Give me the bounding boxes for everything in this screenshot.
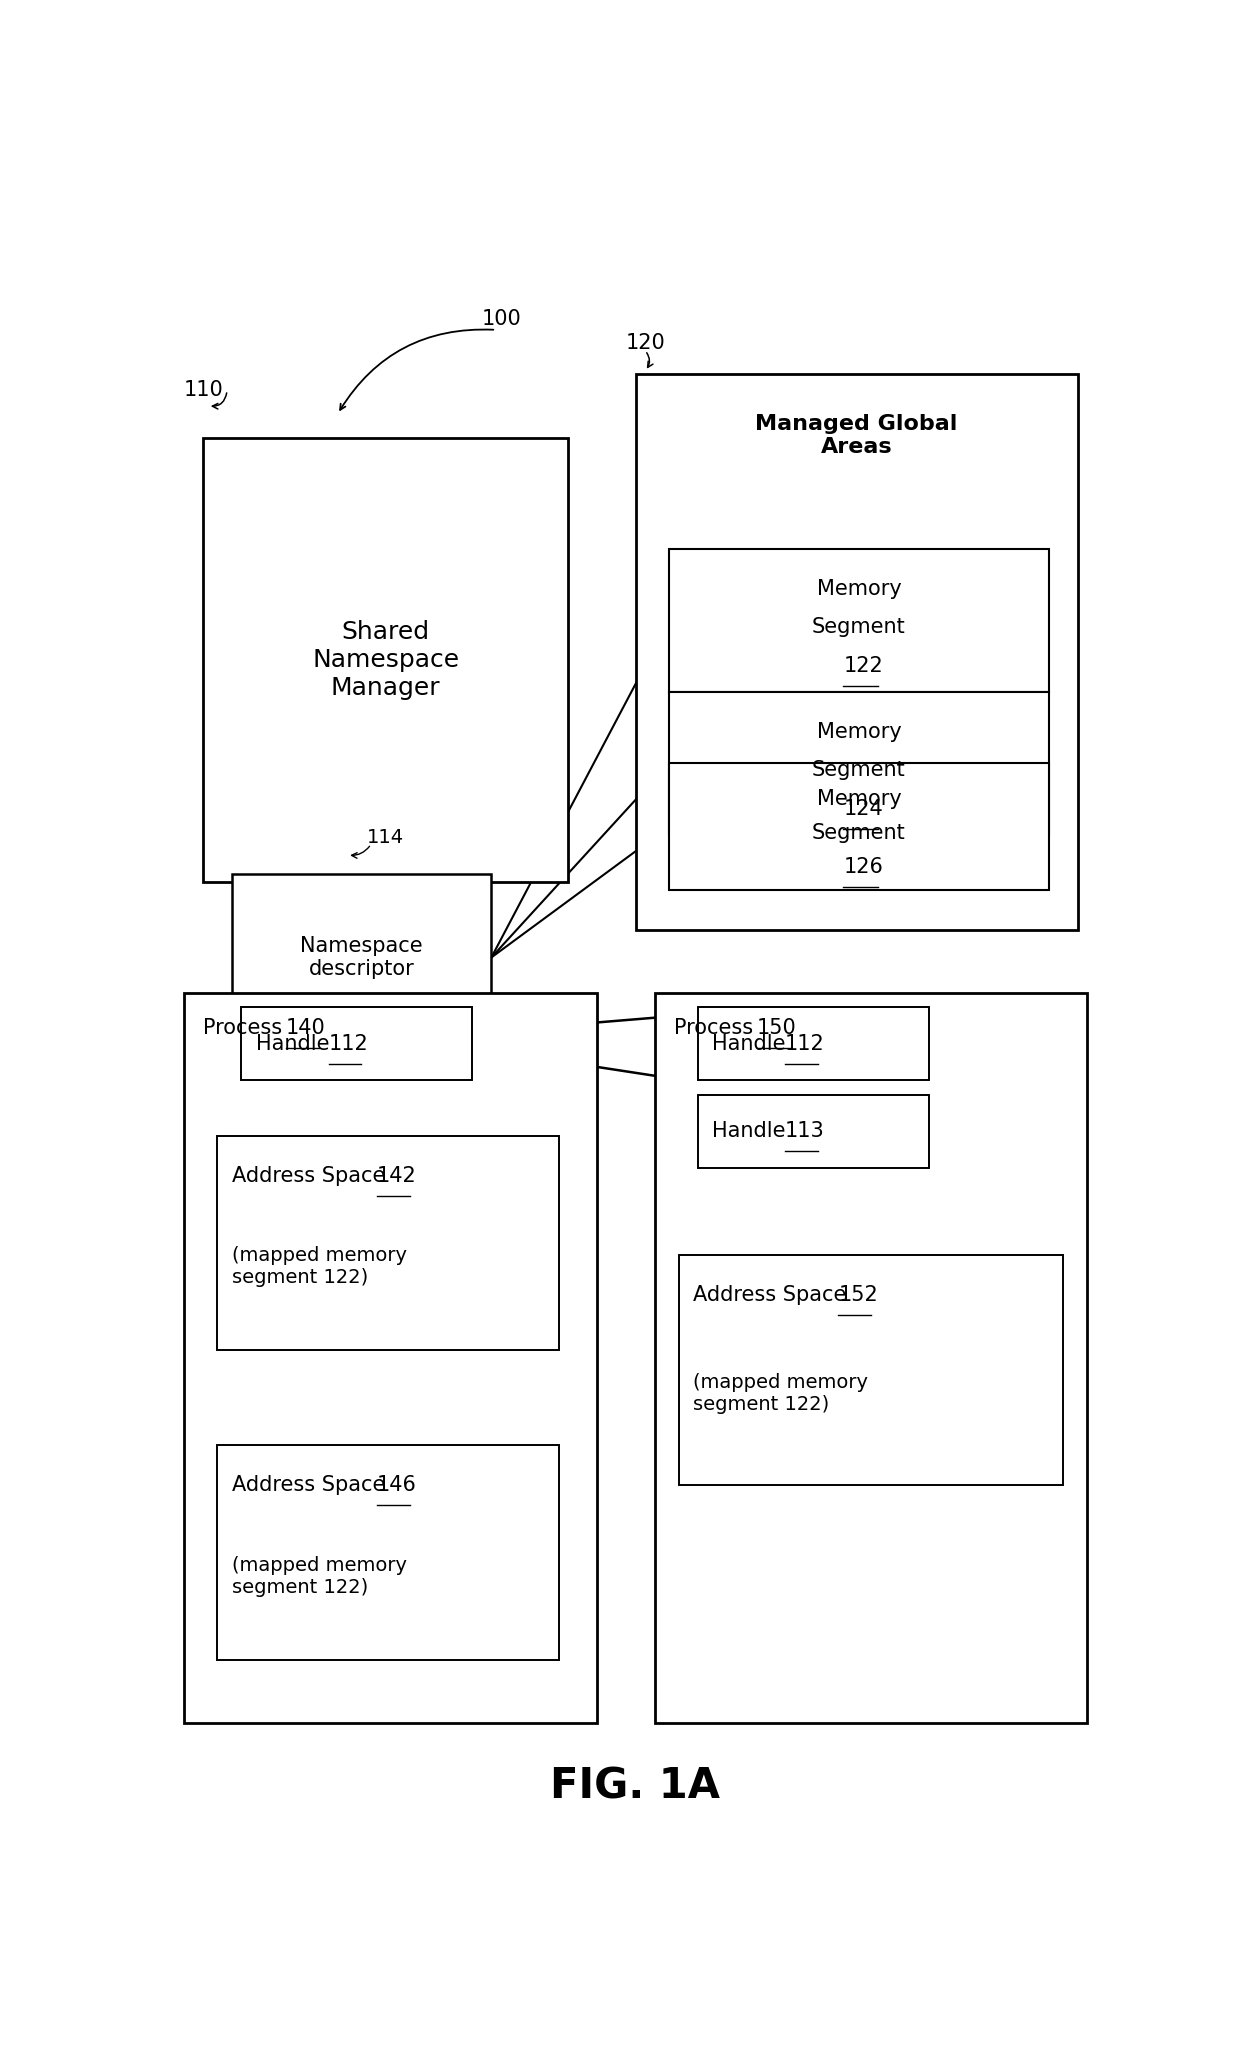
Bar bbox=[217, 1445, 558, 1659]
Text: (mapped memory
segment 122): (mapped memory segment 122) bbox=[232, 1556, 407, 1597]
Text: 110: 110 bbox=[184, 379, 223, 400]
Text: 152: 152 bbox=[838, 1284, 878, 1305]
Text: 113: 113 bbox=[785, 1121, 825, 1142]
Text: Memory: Memory bbox=[817, 721, 901, 742]
Text: (mapped memory
segment 122): (mapped memory segment 122) bbox=[232, 1247, 407, 1288]
Text: Segment: Segment bbox=[812, 822, 905, 843]
Text: Segment: Segment bbox=[812, 761, 905, 781]
Text: 140: 140 bbox=[286, 1018, 326, 1039]
Bar bbox=[670, 548, 1049, 692]
Text: Memory: Memory bbox=[817, 789, 901, 808]
Text: Segment: Segment bbox=[812, 618, 905, 637]
Text: FIG. 1A: FIG. 1A bbox=[551, 1766, 720, 1807]
Text: 114: 114 bbox=[367, 829, 403, 847]
Text: 112: 112 bbox=[329, 1035, 368, 1053]
Text: 122: 122 bbox=[843, 655, 883, 676]
Text: 120: 120 bbox=[626, 332, 666, 352]
Text: 126: 126 bbox=[843, 857, 883, 878]
Bar bbox=[698, 1094, 929, 1169]
Text: Memory: Memory bbox=[817, 579, 901, 600]
Text: Managed Global
Areas: Managed Global Areas bbox=[755, 414, 957, 458]
Bar bbox=[217, 1136, 558, 1350]
Text: Address Space: Address Space bbox=[232, 1167, 392, 1185]
Bar bbox=[635, 375, 1078, 930]
Bar bbox=[670, 692, 1049, 835]
Text: Handle: Handle bbox=[712, 1121, 792, 1142]
Text: Handle: Handle bbox=[712, 1035, 792, 1053]
Bar bbox=[670, 763, 1049, 890]
Text: 100: 100 bbox=[481, 309, 522, 330]
Text: Handle: Handle bbox=[255, 1035, 336, 1053]
Bar bbox=[655, 993, 1087, 1723]
Text: 142: 142 bbox=[377, 1167, 417, 1185]
Text: Address Space: Address Space bbox=[232, 1476, 392, 1494]
Bar bbox=[232, 874, 491, 1041]
Text: 146: 146 bbox=[377, 1476, 417, 1494]
Text: 124: 124 bbox=[843, 800, 883, 818]
Text: 112: 112 bbox=[785, 1035, 825, 1053]
Text: Process: Process bbox=[675, 1018, 760, 1039]
Bar bbox=[203, 437, 568, 882]
Bar bbox=[698, 1008, 929, 1080]
Text: Address Space: Address Space bbox=[693, 1284, 853, 1305]
Text: Namespace
descriptor: Namespace descriptor bbox=[300, 936, 423, 979]
Text: Process: Process bbox=[203, 1018, 289, 1039]
Text: Shared
Namespace
Manager: Shared Namespace Manager bbox=[312, 620, 459, 701]
Bar bbox=[184, 993, 596, 1723]
Text: (mapped memory
segment 122): (mapped memory segment 122) bbox=[693, 1373, 868, 1414]
Text: 150: 150 bbox=[756, 1018, 797, 1039]
Bar bbox=[242, 1008, 472, 1080]
Bar bbox=[678, 1255, 1063, 1486]
